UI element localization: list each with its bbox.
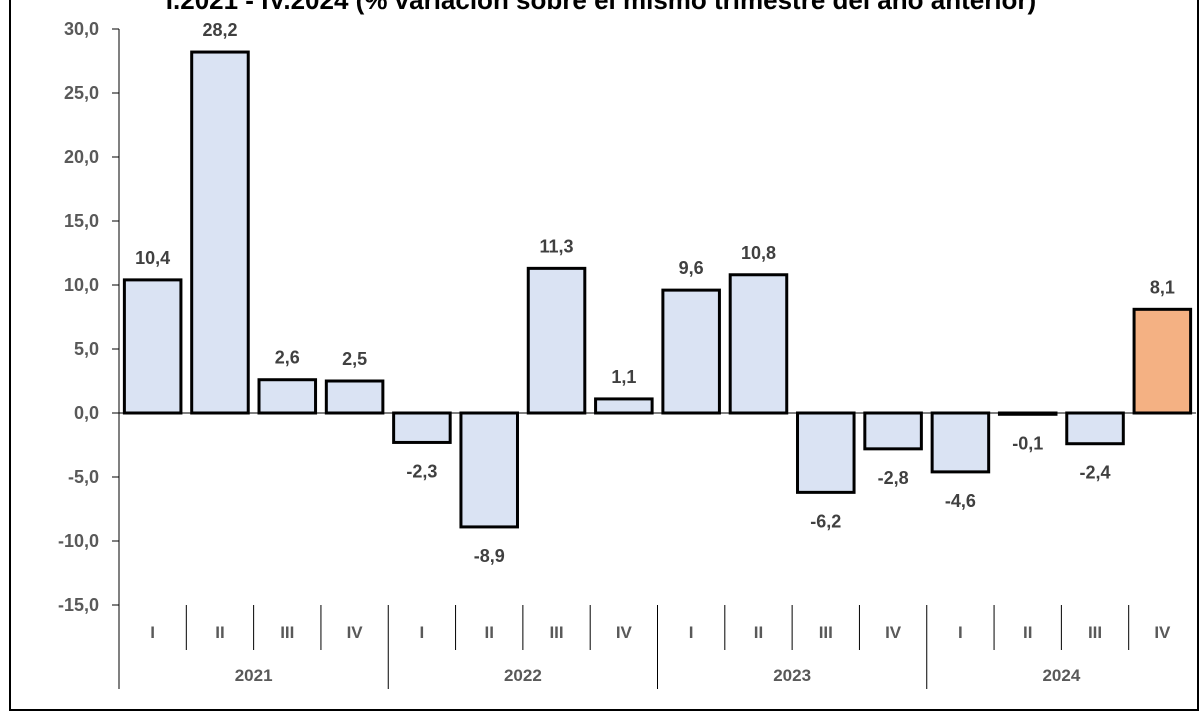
x-tick-label: II bbox=[1023, 623, 1032, 642]
data-label: -2,3 bbox=[406, 461, 437, 481]
x-tick-label: II bbox=[484, 623, 493, 642]
x-tick-label: I bbox=[150, 623, 155, 642]
data-label: -2,4 bbox=[1080, 463, 1111, 483]
bar bbox=[1132, 307, 1193, 415]
x-group-label: 2021 bbox=[235, 666, 273, 685]
data-label: 10,8 bbox=[741, 243, 776, 263]
data-label: 10,4 bbox=[135, 248, 170, 268]
x-tick-label: IV bbox=[616, 623, 633, 642]
x-tick-label: II bbox=[215, 623, 224, 642]
x-group-label: 2023 bbox=[773, 666, 811, 685]
y-tick-label: 5,0 bbox=[74, 339, 99, 359]
x-tick-label: I bbox=[958, 623, 963, 642]
bar bbox=[661, 288, 721, 415]
y-tick-label: 25,0 bbox=[64, 83, 99, 103]
data-label: 8,1 bbox=[1150, 277, 1175, 297]
bar bbox=[526, 266, 587, 415]
y-tick-label: 20,0 bbox=[64, 147, 99, 167]
bars bbox=[122, 50, 1193, 529]
y-tick-label: 30,0 bbox=[64, 19, 99, 39]
chart-title: I.2021 - IV.2024 (% variación sobre el m… bbox=[165, 0, 1037, 15]
data-label: -6,2 bbox=[810, 511, 841, 531]
y-tick-label: -5,0 bbox=[68, 467, 99, 487]
data-label: -8,9 bbox=[474, 546, 505, 566]
y-tick-label: -15,0 bbox=[58, 595, 99, 615]
bar bbox=[392, 411, 452, 444]
data-label: 28,2 bbox=[202, 20, 237, 40]
x-tick-label: IV bbox=[347, 623, 364, 642]
y-axis: 30,0 25,0 20,0 15,0 10,0 5,0 0,0 -5,0 -10,0 -15,0 bbox=[58, 19, 120, 615]
data-label: 1,1 bbox=[611, 367, 636, 387]
data-labels: 10,4 28,2 2,6 2,5 -2,3 -8,9 11,3 1,1 9,6 10,8 -6,2… bbox=[135, 20, 1175, 566]
data-label: -4,6 bbox=[945, 491, 976, 511]
data-label: 11,3 bbox=[540, 236, 574, 256]
x-tick-label: III bbox=[549, 623, 563, 642]
data-label: 2,5 bbox=[342, 349, 367, 369]
data-label: 2,6 bbox=[275, 348, 300, 368]
x-tick-label: IV bbox=[1154, 623, 1171, 642]
bar bbox=[863, 411, 923, 451]
y-tick-label: -10,0 bbox=[58, 531, 99, 551]
x-group-label: 2022 bbox=[504, 666, 542, 685]
bar bbox=[122, 278, 183, 415]
x-tick-label: III bbox=[280, 623, 294, 642]
x-tick-label: IV bbox=[885, 623, 902, 642]
y-tick-label: 15,0 bbox=[64, 211, 99, 231]
x-tick-label: II bbox=[754, 623, 763, 642]
data-label: -0,1 bbox=[1012, 433, 1043, 453]
bar bbox=[190, 50, 250, 415]
bar bbox=[796, 411, 856, 494]
bar bbox=[728, 273, 789, 415]
x-group-label: 2024 bbox=[1042, 666, 1080, 685]
x-tick-label: III bbox=[1088, 623, 1102, 642]
bar bbox=[459, 411, 519, 529]
x-tick-label: I bbox=[420, 623, 425, 642]
bar bbox=[930, 411, 991, 474]
data-label: -2,8 bbox=[878, 468, 909, 488]
x-tick-label: I bbox=[689, 623, 694, 642]
bar bbox=[1065, 411, 1125, 446]
data-label: 9,6 bbox=[679, 258, 704, 278]
bar bbox=[257, 378, 318, 415]
bar bbox=[594, 397, 654, 415]
chart-frame bbox=[9, 0, 1199, 711]
y-tick-label: 0,0 bbox=[74, 403, 99, 423]
bar bbox=[324, 379, 385, 415]
y-tick-label: 10,0 bbox=[64, 275, 99, 295]
x-tick-label: III bbox=[819, 623, 833, 642]
